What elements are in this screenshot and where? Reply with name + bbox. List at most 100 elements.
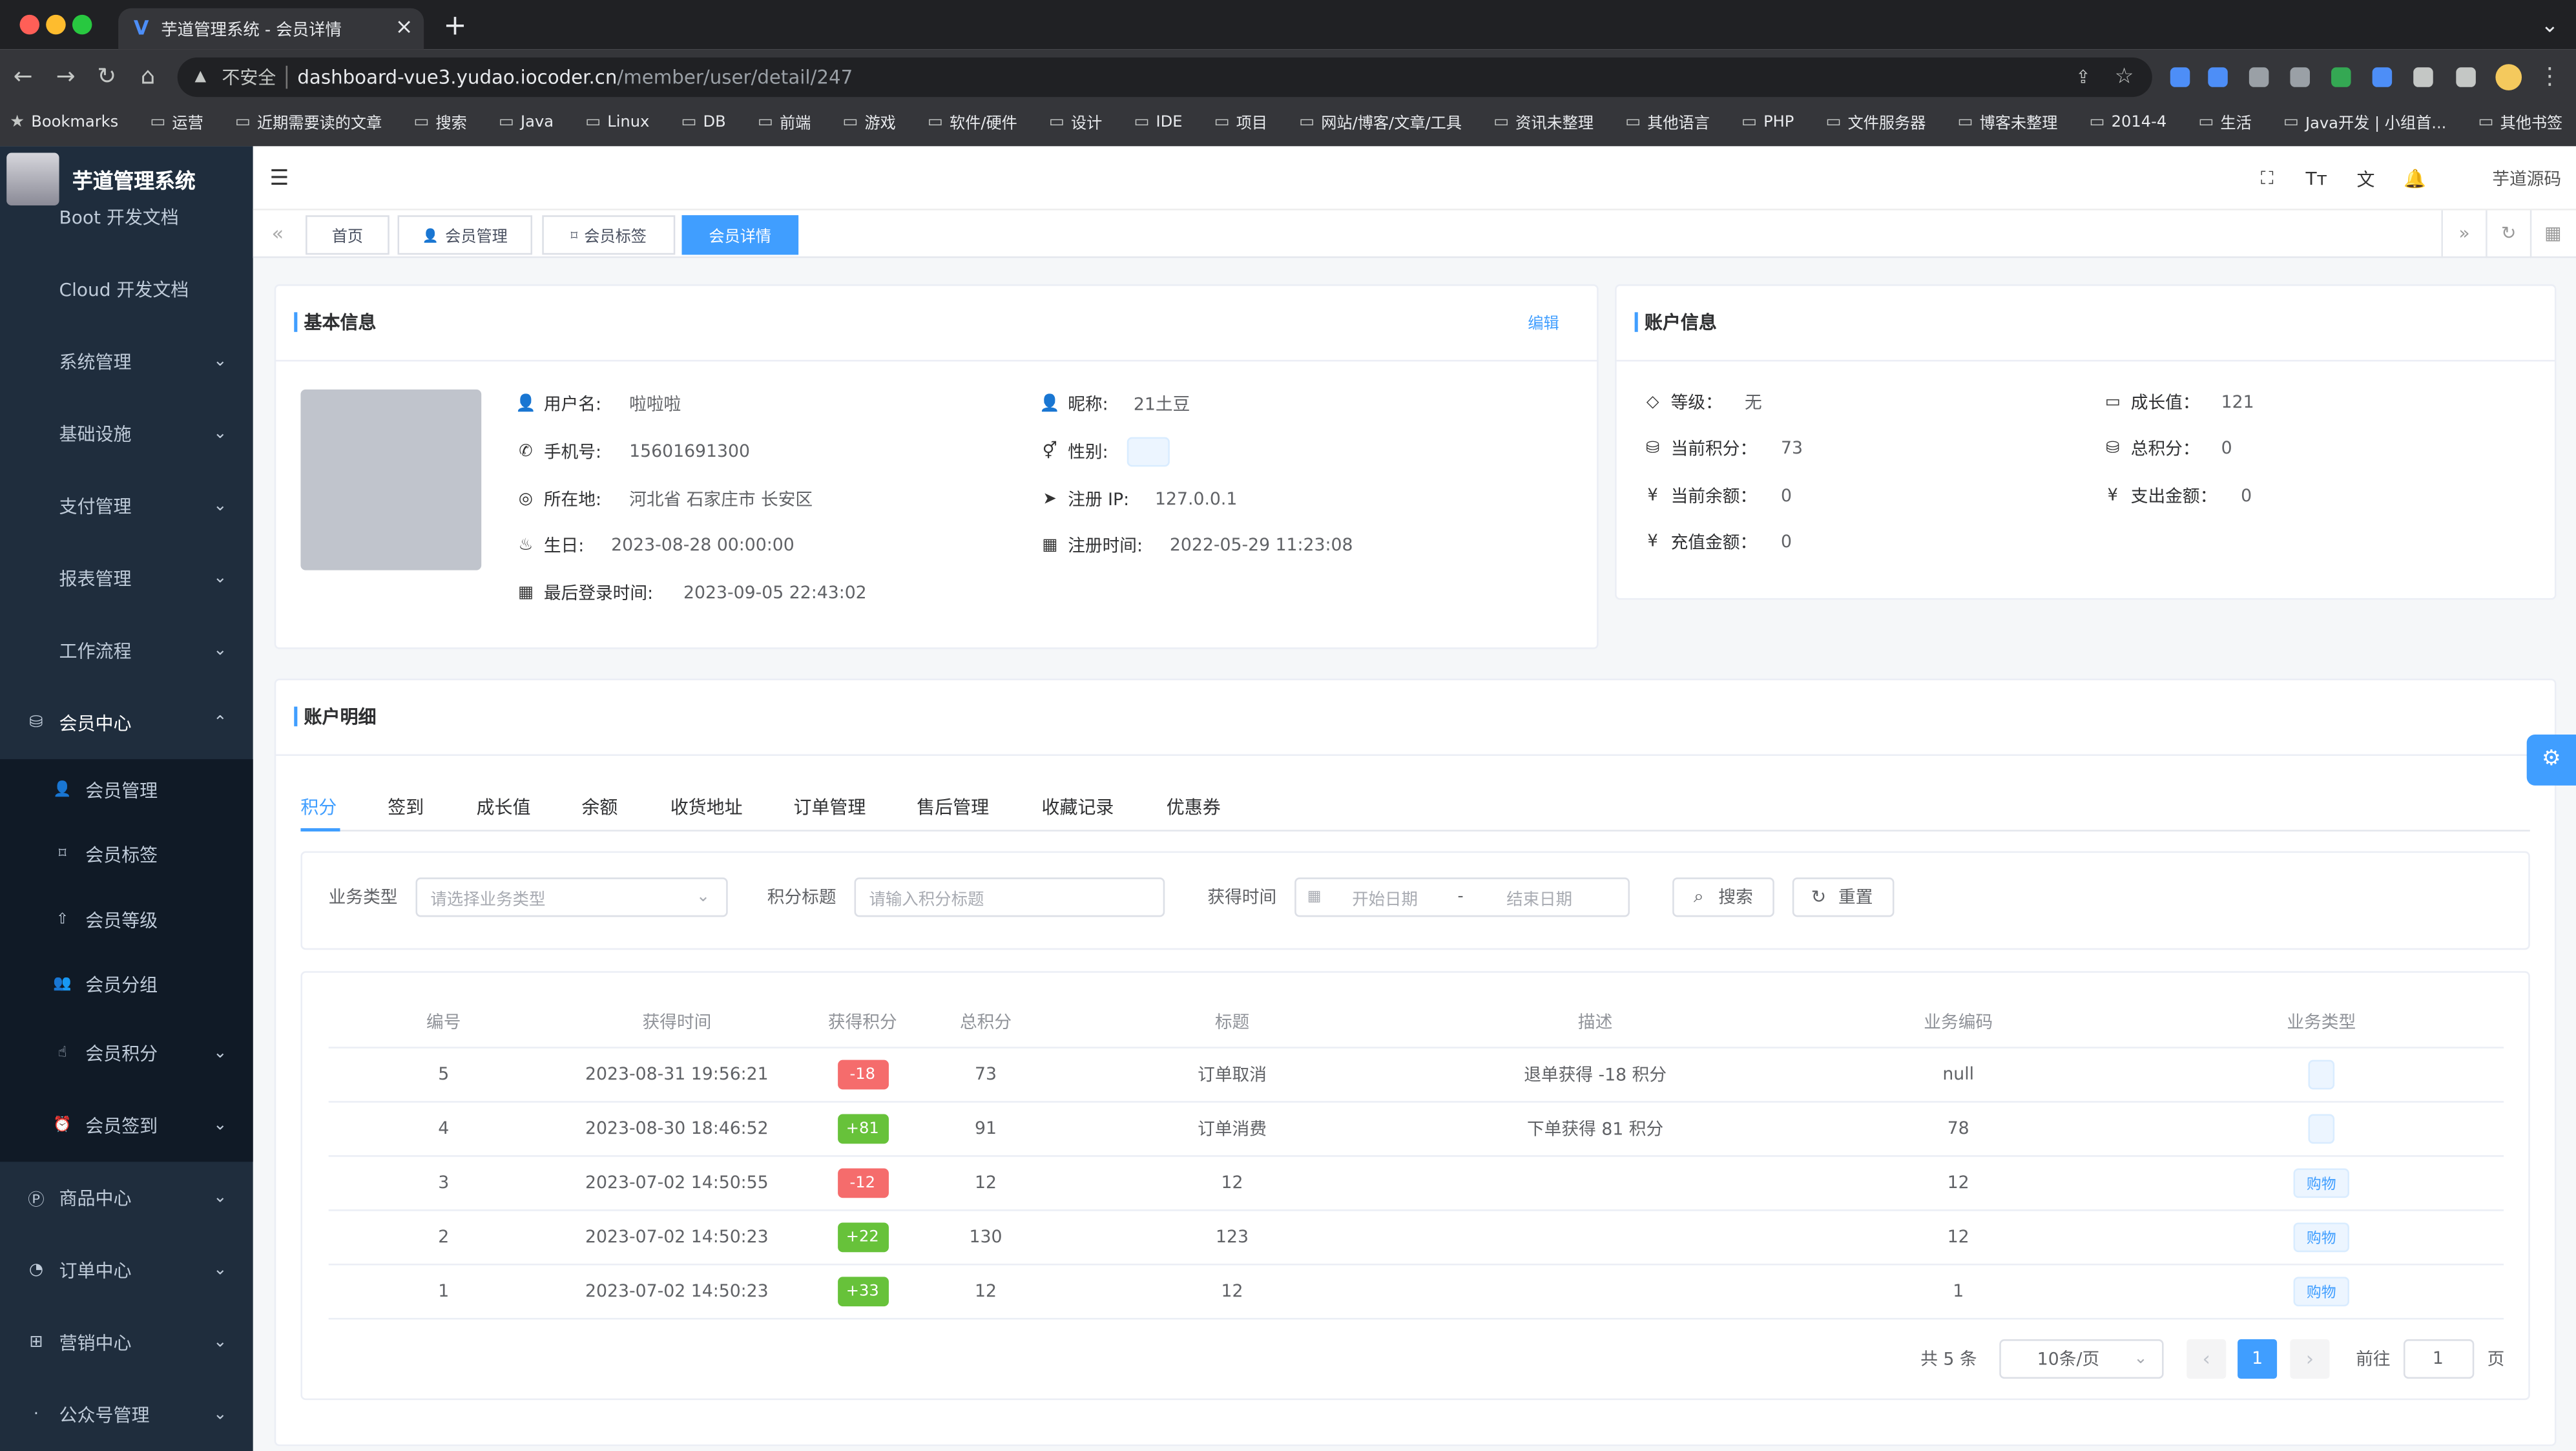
navbar-icon[interactable]: Tт <box>2305 168 2327 190</box>
nav-button[interactable]: ↻ <box>97 64 117 90</box>
window-button[interactable] <box>72 14 92 35</box>
detail-tab[interactable]: 成长值 <box>476 797 531 819</box>
bookmark[interactable]: ★ Bookmarks <box>10 112 118 130</box>
bookmark[interactable]: ▭ Java <box>499 112 554 130</box>
extension-icon[interactable] <box>2456 67 2476 87</box>
bookmark[interactable]: ▭ IDE <box>1134 112 1182 130</box>
bookmark[interactable]: ▭ 博客未整理 <box>1957 110 2057 133</box>
bookmark[interactable]: ▭ DB <box>681 112 725 130</box>
bookmark-icon: ▭ <box>1825 112 1842 131</box>
view-tag[interactable]: ⌑ 会员标签 <box>542 215 676 255</box>
menu-item[interactable]: 公众号管理 <box>59 1404 150 1426</box>
address-bar[interactable] <box>177 57 2152 98</box>
bookmark[interactable]: ▭ 网站/博客/文章/工具 <box>1299 110 1462 133</box>
bookmark[interactable]: ▭ 其他语言 <box>1625 110 1710 133</box>
submenu-item[interactable]: 会员签到 <box>85 1116 158 1138</box>
current-page[interactable] <box>2238 1339 2278 1379</box>
extension-icon[interactable] <box>2249 67 2269 87</box>
view-tag[interactable]: 👤 会员管理 <box>397 215 533 255</box>
tags-action[interactable]: ↻ <box>2501 222 2517 244</box>
page-size-select[interactable] <box>1999 1339 2164 1379</box>
detail-tab[interactable]: 余额 <box>581 797 618 819</box>
field-value: 21土豆 <box>1133 395 1190 415</box>
next-page[interactable] <box>2290 1339 2330 1379</box>
detail-tab[interactable]: 签到 <box>388 797 424 819</box>
bookmark[interactable]: ▭ 文件服务器 <box>1825 110 1926 133</box>
detail-tab[interactable]: 优惠券 <box>1166 797 1221 819</box>
nav-button[interactable]: → <box>56 64 76 90</box>
nav-button[interactable]: ← <box>13 64 33 90</box>
settings-button[interactable] <box>2526 734 2576 786</box>
bookmark[interactable]: ▭ Java开发 | 小组首... <box>2283 110 2447 133</box>
window-button[interactable] <box>46 14 66 35</box>
prev-page[interactable] <box>2186 1339 2227 1379</box>
navbar-icon[interactable]: ⛶ <box>2261 167 2274 189</box>
submenu-item[interactable]: 会员标签 <box>85 844 158 866</box>
bookmark[interactable]: ▭ Linux <box>585 112 649 130</box>
tab-close[interactable]: × <box>395 16 413 41</box>
bookmark[interactable]: ▭ 2014-4 <box>2089 112 2166 130</box>
menu-item[interactable]: Cloud 开发文档 <box>59 279 189 301</box>
submenu-item[interactable]: 会员积分 <box>85 1043 158 1065</box>
hamburger[interactable]: ☰ <box>269 167 289 192</box>
button[interactable] <box>1672 877 1774 917</box>
extension-icon[interactable] <box>2290 67 2310 87</box>
menu-item[interactable]: 会员中心 <box>59 713 132 735</box>
extension-icon[interactable] <box>2372 67 2393 87</box>
edit-link[interactable]: 编辑 <box>1528 315 1559 334</box>
bookmark[interactable]: ▭ PHP <box>1741 112 1794 130</box>
tags-action[interactable]: ▦ <box>2544 222 2562 244</box>
bookmark[interactable]: ▭ 设计 <box>1049 110 1103 133</box>
bookmark[interactable]: ▭ 搜索 <box>413 110 467 133</box>
bookmark[interactable]: ▭ 前端 <box>758 110 811 133</box>
bookmark[interactable]: ▭ 资讯未整理 <box>1493 110 1594 133</box>
detail-tab[interactable]: 积分 <box>300 797 337 819</box>
menu-item[interactable]: Boot 开发文档 <box>59 207 179 229</box>
menu-item[interactable]: 基础设施 <box>59 424 132 446</box>
bookmark[interactable]: ▭ 其他书签 <box>2478 110 2562 133</box>
menu-item[interactable]: 订单中心 <box>59 1260 132 1282</box>
browser-tab[interactable] <box>118 8 424 50</box>
submenu-item[interactable]: 会员等级 <box>85 910 158 932</box>
menu-item[interactable]: 商品中心 <box>59 1188 132 1210</box>
bookmark[interactable]: ▭ 软件/硬件 <box>928 110 1017 133</box>
menu-arrow: ⌄ <box>213 642 227 660</box>
navbar-icon[interactable]: 文 <box>2356 169 2375 191</box>
detail-tab[interactable]: 收货地址 <box>670 797 743 819</box>
profile-avatar[interactable] <box>2495 64 2522 90</box>
detail-tab[interactable]: 售后管理 <box>917 797 990 819</box>
view-tag[interactable]: 首页 <box>306 215 390 255</box>
detail-tab[interactable]: 收藏记录 <box>1041 797 1114 819</box>
field-label: 手机号: <box>543 442 601 463</box>
submenu-item[interactable]: 会员管理 <box>85 780 158 802</box>
select[interactable] <box>415 877 728 917</box>
view-tag[interactable]: 会员详情 <box>681 215 799 255</box>
nav-button[interactable]: ⌂ <box>140 64 156 90</box>
menu-item[interactable]: 营销中心 <box>59 1332 132 1354</box>
extension-icon[interactable] <box>2170 67 2190 87</box>
type-value: 购物 <box>2306 1286 2336 1302</box>
extension-icon[interactable] <box>2331 67 2351 87</box>
new-tab[interactable]: + <box>443 10 467 43</box>
button[interactable] <box>1792 877 1895 917</box>
tags-action[interactable]: » <box>2458 222 2470 244</box>
menu-item[interactable]: 报表管理 <box>59 569 132 590</box>
bookmark[interactable]: ▭ 项目 <box>1214 110 1268 133</box>
bookmark[interactable]: ▭ 近期需要读的文章 <box>235 110 382 133</box>
goto-input[interactable] <box>2403 1339 2475 1379</box>
detail-tab[interactable]: 订单管理 <box>793 797 866 819</box>
bookmark[interactable]: ▭ 游戏 <box>842 110 896 133</box>
bookmark[interactable]: ▭ 运营 <box>150 110 203 133</box>
extension-icon[interactable] <box>2413 67 2433 87</box>
menu-item[interactable]: 系统管理 <box>59 351 132 373</box>
submenu-item[interactable]: 会员分组 <box>85 974 158 996</box>
source-link[interactable]: 芋道源码 <box>2492 170 2562 190</box>
bookmark[interactable]: ▭ 生活 <box>2198 110 2252 133</box>
navbar-icon[interactable]: 🔔 <box>2404 168 2427 190</box>
input[interactable] <box>854 877 1165 917</box>
extension-icon[interactable] <box>2208 67 2228 87</box>
window-button[interactable] <box>19 14 40 35</box>
menu-item[interactable]: 支付管理 <box>59 496 132 518</box>
menu-item[interactable]: 工作流程 <box>59 641 132 663</box>
date-range[interactable] <box>1294 877 1630 917</box>
